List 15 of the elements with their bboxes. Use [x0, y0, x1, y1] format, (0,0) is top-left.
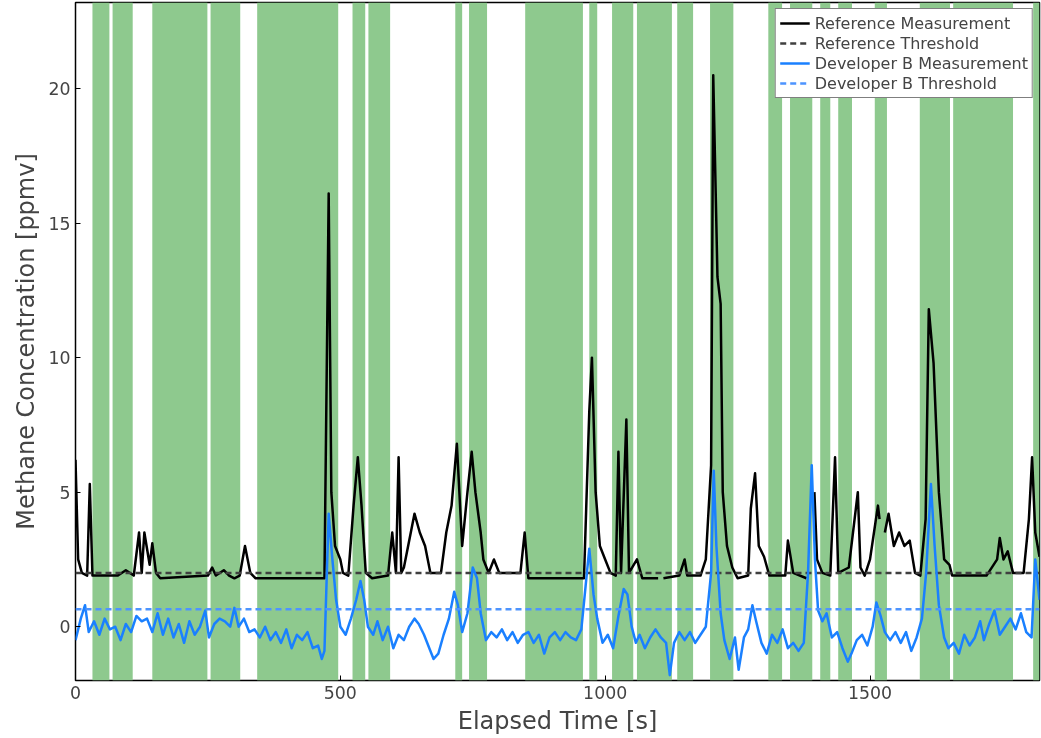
x-axis-title: Elapsed Time [s]	[457, 706, 658, 735]
legend-label: Developer B Measurement	[814, 53, 1028, 73]
y-tick-label: 15	[48, 213, 71, 234]
x-tick-label: 1000	[583, 682, 628, 703]
line-series	[75, 464, 1040, 677]
y-tick-label: 0	[59, 617, 71, 638]
y-tick-label: 5	[59, 482, 71, 503]
legend-label: Reference Threshold	[814, 33, 980, 53]
x-tick-label: 1500	[847, 682, 893, 703]
y-axis-title: Methane Concentration [ppmv]	[12, 153, 41, 530]
legend-label: Developer B Threshold	[814, 73, 998, 93]
x-tick-label: 500	[323, 682, 357, 703]
legend-label: Reference Measurement	[814, 13, 1011, 33]
y-tick-label: 10	[48, 348, 71, 369]
y-tick-label: 20	[48, 79, 71, 100]
